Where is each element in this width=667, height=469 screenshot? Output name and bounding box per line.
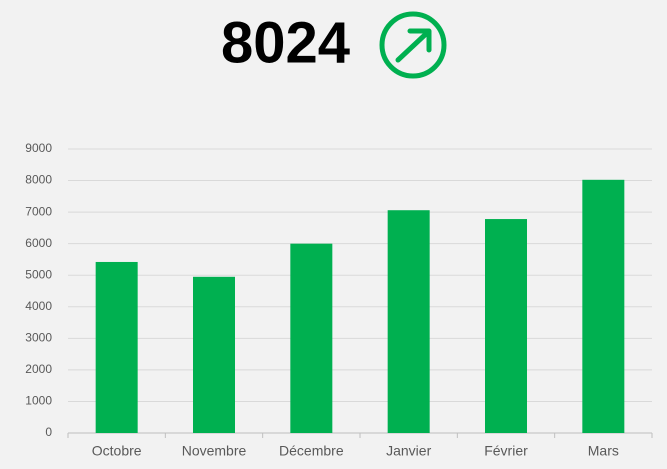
bar <box>387 210 430 433</box>
x-tick-label: Octobre <box>92 443 142 459</box>
y-tick-label: 0 <box>45 425 52 439</box>
bar <box>582 179 625 433</box>
y-tick-label: 7000 <box>25 204 52 218</box>
y-tick-label: 8000 <box>25 173 52 187</box>
y-tick-label: 3000 <box>25 331 52 345</box>
y-tick-label: 2000 <box>25 362 52 376</box>
bar <box>95 261 138 433</box>
headline: 8024 <box>221 10 350 75</box>
y-tick-label: 1000 <box>25 394 52 408</box>
x-tick-label: Mars <box>588 443 619 459</box>
y-tick-label: 6000 <box>25 236 52 250</box>
bar <box>290 243 333 433</box>
bar <box>193 276 235 433</box>
bar <box>485 219 527 433</box>
x-tick-label: Février <box>484 443 528 459</box>
y-tick-label: 4000 <box>25 299 52 313</box>
x-tick-label: Décembre <box>279 443 344 459</box>
x-tick-label: Janvier <box>386 443 431 459</box>
y-tick-label: 5000 <box>25 267 52 281</box>
y-tick-label: 9000 <box>25 141 52 155</box>
trend-icon <box>379 11 447 79</box>
x-tick-label: Novembre <box>182 443 247 459</box>
